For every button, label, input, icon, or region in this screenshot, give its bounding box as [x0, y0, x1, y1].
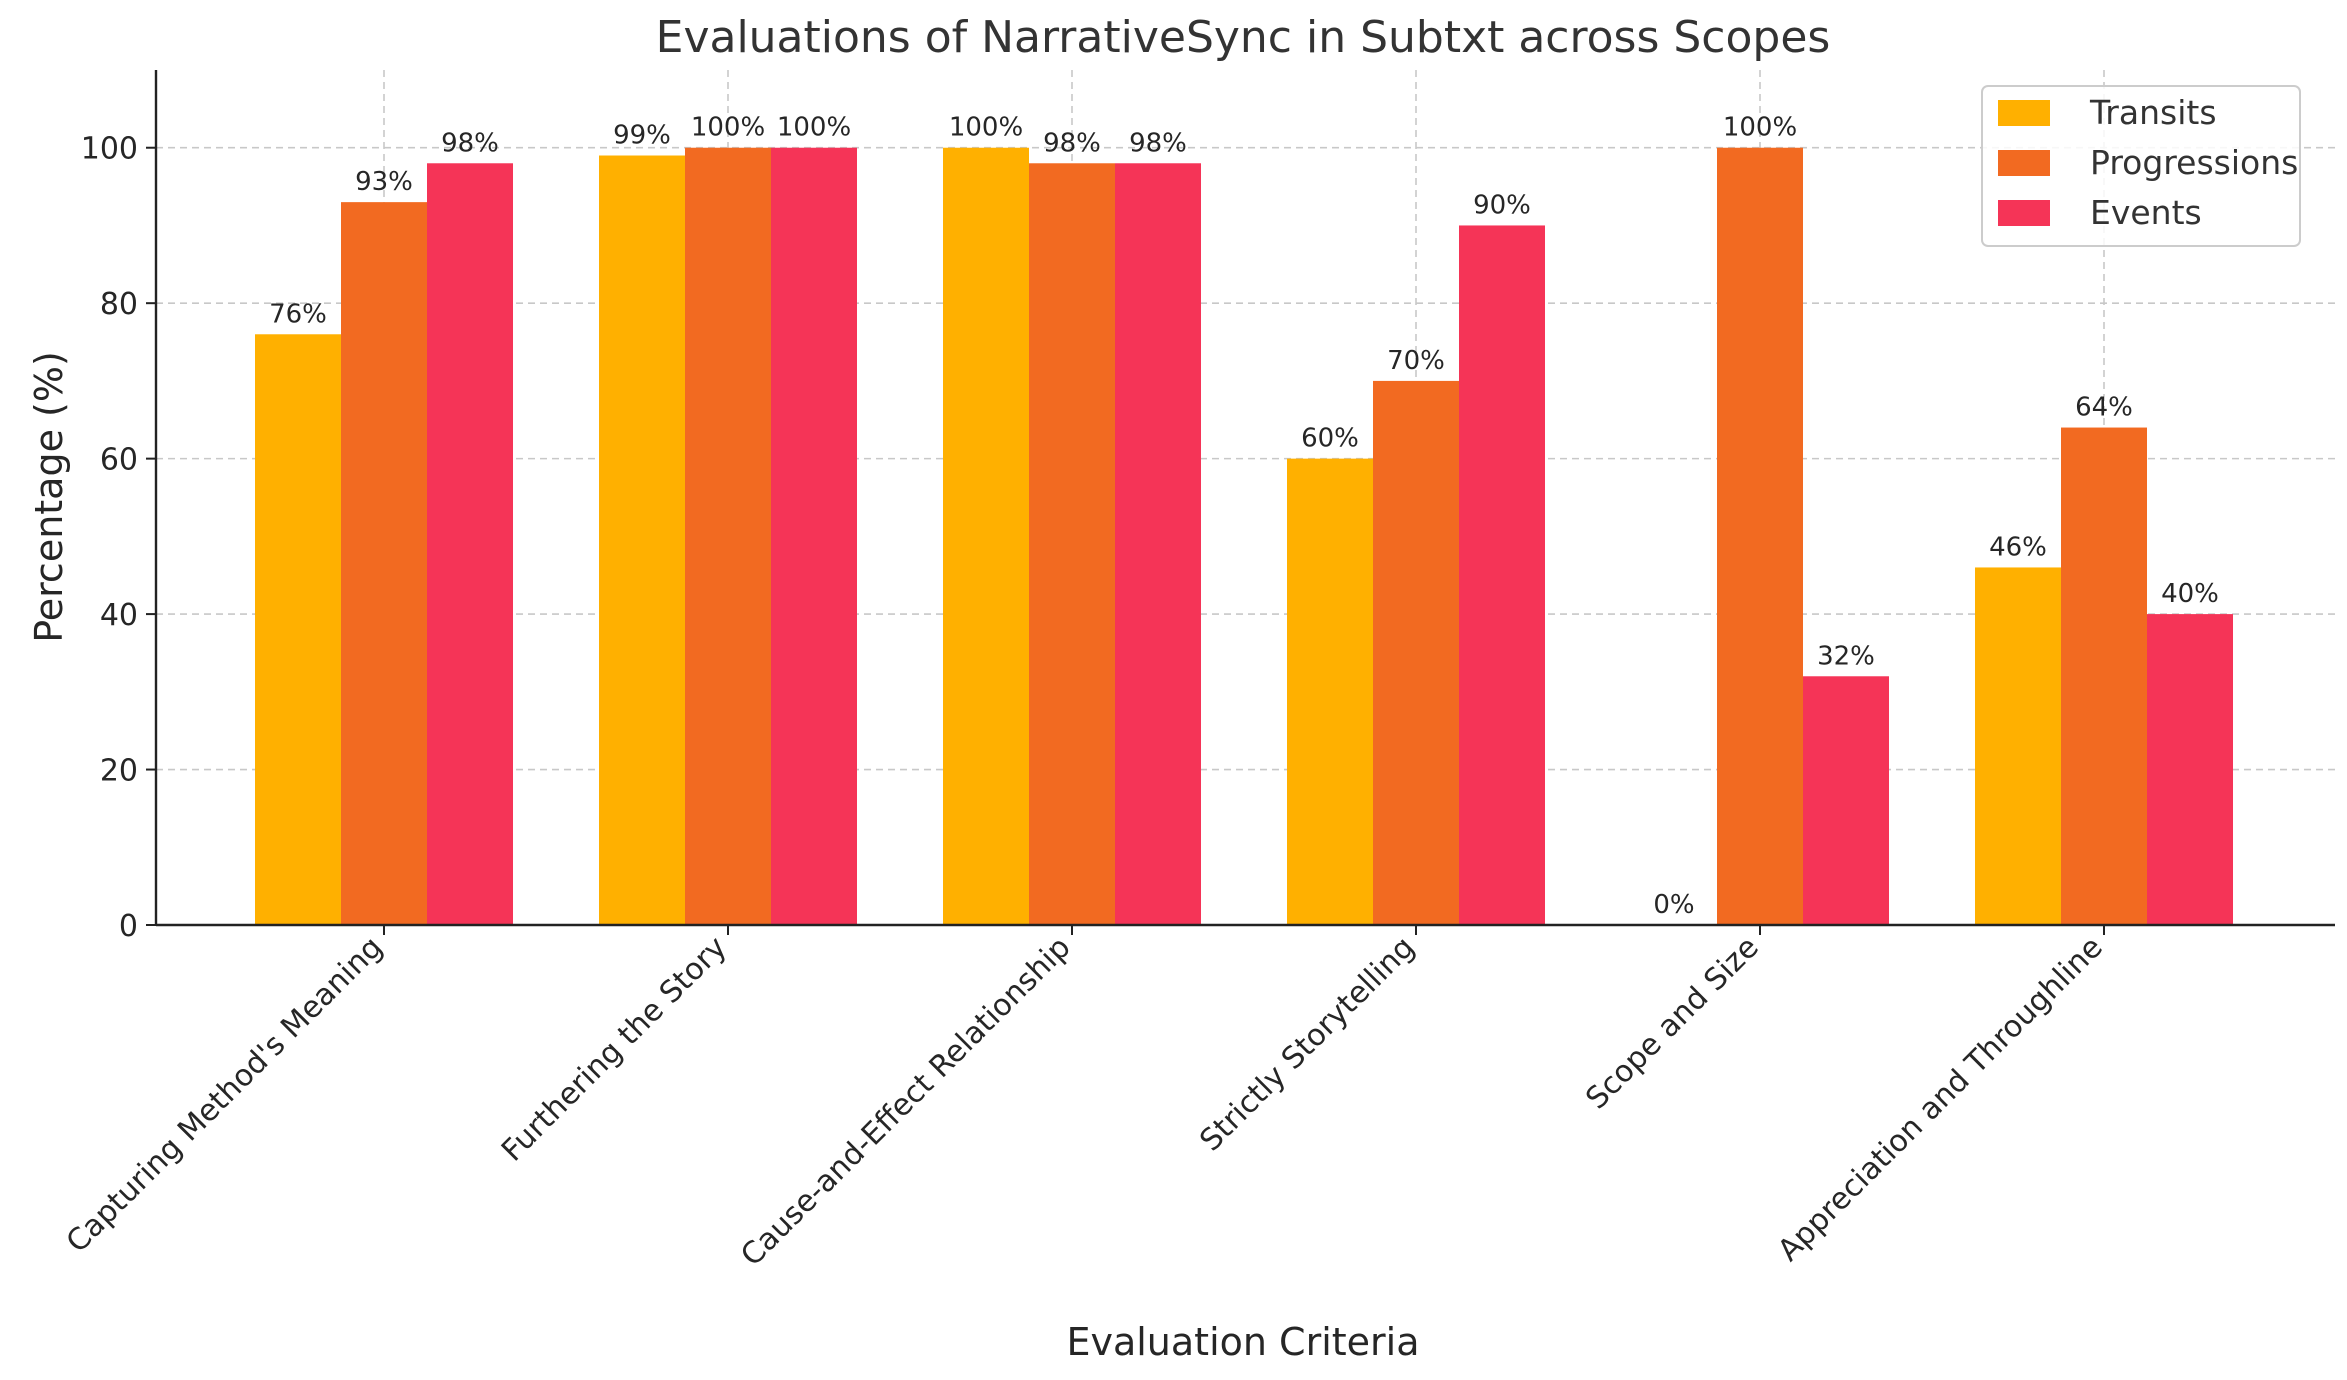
data-label: 93%: [355, 167, 413, 197]
data-label: 100%: [691, 113, 765, 143]
data-label: 98%: [1129, 128, 1187, 158]
data-label: 100%: [1723, 113, 1797, 143]
data-label: 40%: [2161, 579, 2219, 609]
y-tick-label: 20: [100, 754, 138, 789]
bar: [1287, 458, 1373, 925]
x-tick-label: Strictly Storytelling: [1193, 930, 1421, 1158]
y-ticks: 0 20 40 60 80 100: [81, 132, 156, 944]
data-label: 100%: [777, 113, 851, 143]
bar: [1459, 225, 1545, 926]
legend-label: Transits: [2089, 93, 2217, 132]
bar: [427, 163, 513, 926]
data-label: 76%: [269, 299, 327, 329]
bar: [943, 147, 1029, 925]
bars: [255, 147, 2233, 926]
bar: [255, 334, 341, 926]
legend-swatch: [1998, 100, 2050, 126]
data-label: 98%: [441, 128, 499, 158]
chart-title: Evaluations of NarrativeSync in Subtxt a…: [656, 12, 1831, 63]
data-label: 98%: [1043, 128, 1101, 158]
bar: [1115, 163, 1201, 926]
legend-swatch: [1998, 200, 2050, 226]
data-label: 0%: [1653, 890, 1694, 920]
data-label: 64%: [2075, 393, 2133, 423]
data-label: 70%: [1387, 346, 1445, 376]
y-tick-label: 100: [81, 132, 138, 167]
y-axis-title: Percentage (%): [27, 351, 71, 643]
bar: [2061, 427, 2147, 925]
bar: [1803, 676, 1889, 925]
axes: [154, 70, 2335, 927]
x-tick-label: Appreciation and Throughline: [1771, 930, 2109, 1268]
bar: [1975, 567, 2061, 925]
data-label: 100%: [949, 113, 1023, 143]
data-label: 99%: [613, 121, 671, 151]
data-labels: 76% 99% 100% 60% 0% 46% 93% 100% 98% 70% 100% 64% 98…: [269, 113, 2219, 920]
bar: [341, 202, 427, 926]
bar: [2147, 614, 2233, 925]
bar: [685, 147, 771, 925]
legend-label: Progressions: [2090, 143, 2298, 182]
y-tick-label: 40: [100, 598, 138, 633]
y-tick-label: 60: [100, 443, 138, 478]
x-tick-label: Capturing Method's Meaning: [60, 930, 390, 1260]
y-tick-label: 80: [100, 287, 138, 322]
bar: [771, 147, 857, 925]
data-label: 90%: [1473, 190, 1531, 220]
bar: [1717, 147, 1803, 925]
legend: Transits Progressions Events: [1981, 85, 2301, 247]
x-tick-label: Cause-and-Effect Relationship: [734, 930, 1077, 1273]
x-tick-label: Scope and Size: [1579, 930, 1765, 1116]
legend-label: Events: [2090, 193, 2202, 232]
bar: [1029, 163, 1115, 926]
x-ticks: Capturing Method's Meaning Furthering the…: [60, 925, 2110, 1273]
x-axis-title: Evaluation Criteria: [1066, 1320, 1419, 1364]
legend-frame: [1981, 85, 2301, 247]
x-tick-label: Furthering the Story: [495, 930, 734, 1169]
y-tick-label: 0: [119, 909, 138, 944]
data-label: 46%: [1989, 532, 2047, 562]
bar: [599, 155, 685, 925]
bar: [1373, 380, 1459, 926]
legend-swatch: [1998, 150, 2050, 176]
data-label: 32%: [1817, 641, 1875, 671]
data-label: 60%: [1301, 424, 1359, 454]
